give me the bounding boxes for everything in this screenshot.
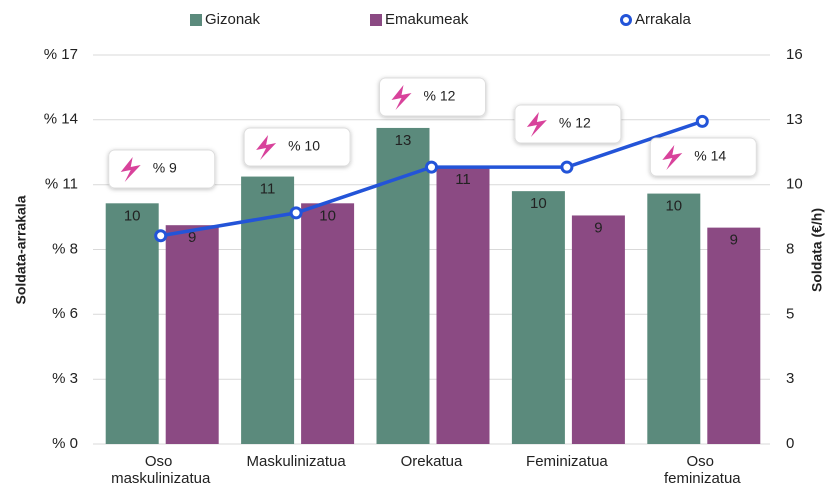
- bar-value-label: 9: [594, 219, 602, 236]
- y-tick-label: % 6: [52, 305, 78, 322]
- line-marker: [289, 206, 303, 220]
- x-tick-label: Maskulinizatua: [246, 453, 346, 470]
- annotation-box: [649, 137, 757, 177]
- annotation-label: % 12: [424, 88, 456, 104]
- annotation-box: [514, 104, 622, 144]
- annotation-label: % 12: [559, 115, 591, 131]
- lightning-icon: [256, 135, 277, 160]
- bar-value-label: 13: [395, 132, 412, 149]
- bar: [707, 227, 761, 444]
- annotation: % 12: [514, 104, 622, 144]
- y-axis-title: Soldata-arrakala: [13, 195, 29, 304]
- line-marker: [154, 229, 168, 243]
- legend-swatch: [190, 14, 202, 26]
- x-tick-label: Feminizatua: [526, 453, 608, 470]
- bar-value-label: 10: [665, 198, 682, 215]
- lightning-icon: [526, 112, 547, 137]
- y2-tick-label: 16: [786, 46, 803, 63]
- bar: [376, 127, 430, 444]
- lightning-icon: [391, 85, 412, 110]
- bar-value-label: 11: [455, 171, 471, 188]
- bar: [511, 191, 565, 444]
- annotation-box: [108, 149, 216, 189]
- annotation-label: % 10: [288, 138, 320, 154]
- y-tick-label: % 8: [52, 240, 78, 257]
- bar: [105, 203, 159, 444]
- legend-label: Emakumeak: [385, 11, 469, 28]
- bar-value-label: 9: [730, 232, 738, 249]
- bar-value-label: 10: [530, 195, 547, 212]
- bar: [571, 215, 625, 444]
- y2-tick-label: 13: [786, 111, 803, 128]
- y2-tick-label: 10: [786, 176, 803, 193]
- y2-tick-label: 5: [786, 305, 794, 322]
- bar-value-label: 10: [124, 207, 141, 224]
- line-marker: [425, 160, 438, 174]
- legend-label: Arrakala: [635, 11, 692, 28]
- y2-axis-title: Soldata (€/h): [809, 208, 825, 292]
- y2-tick-label: 8: [786, 240, 794, 257]
- y-tick-label: % 11: [45, 176, 78, 193]
- bar-value-label: 10: [319, 207, 336, 224]
- annotation: % 9: [108, 149, 216, 189]
- y-tick-label: % 3: [52, 370, 78, 387]
- bar: [165, 225, 219, 444]
- bar: [647, 193, 701, 444]
- x-tick-label: Orekatua: [401, 453, 463, 470]
- legend-label: Gizonak: [205, 11, 261, 28]
- bar-value-label: 11: [260, 181, 276, 198]
- lightning-icon: [662, 145, 683, 170]
- line-marker: [695, 114, 709, 128]
- x-tick-label: Oso feminizatua: [664, 453, 741, 486]
- y2-tick-label: 0: [786, 435, 794, 452]
- bar-value-label: 9: [188, 229, 196, 246]
- bar: [436, 166, 490, 444]
- annotation-box: [379, 77, 486, 117]
- y2-tick-label: 3: [786, 370, 794, 387]
- legend-swatch: [370, 14, 382, 26]
- annotation-box: [243, 127, 351, 167]
- annotation: % 14: [649, 137, 757, 177]
- y-tick-label: % 17: [44, 46, 78, 63]
- y-tick-label: % 0: [52, 435, 78, 452]
- annotation: % 12: [379, 77, 486, 117]
- x-tick-label: Oso maskulinizatua: [111, 453, 211, 486]
- annotation: % 10: [243, 127, 351, 167]
- y-tick-label: % 14: [44, 111, 78, 128]
- legend-marker: [620, 14, 632, 26]
- line-marker: [560, 160, 574, 174]
- annotation-label: % 14: [694, 148, 726, 164]
- annotation-label: % 9: [153, 160, 177, 176]
- bar: [301, 203, 355, 444]
- lightning-icon: [120, 157, 141, 182]
